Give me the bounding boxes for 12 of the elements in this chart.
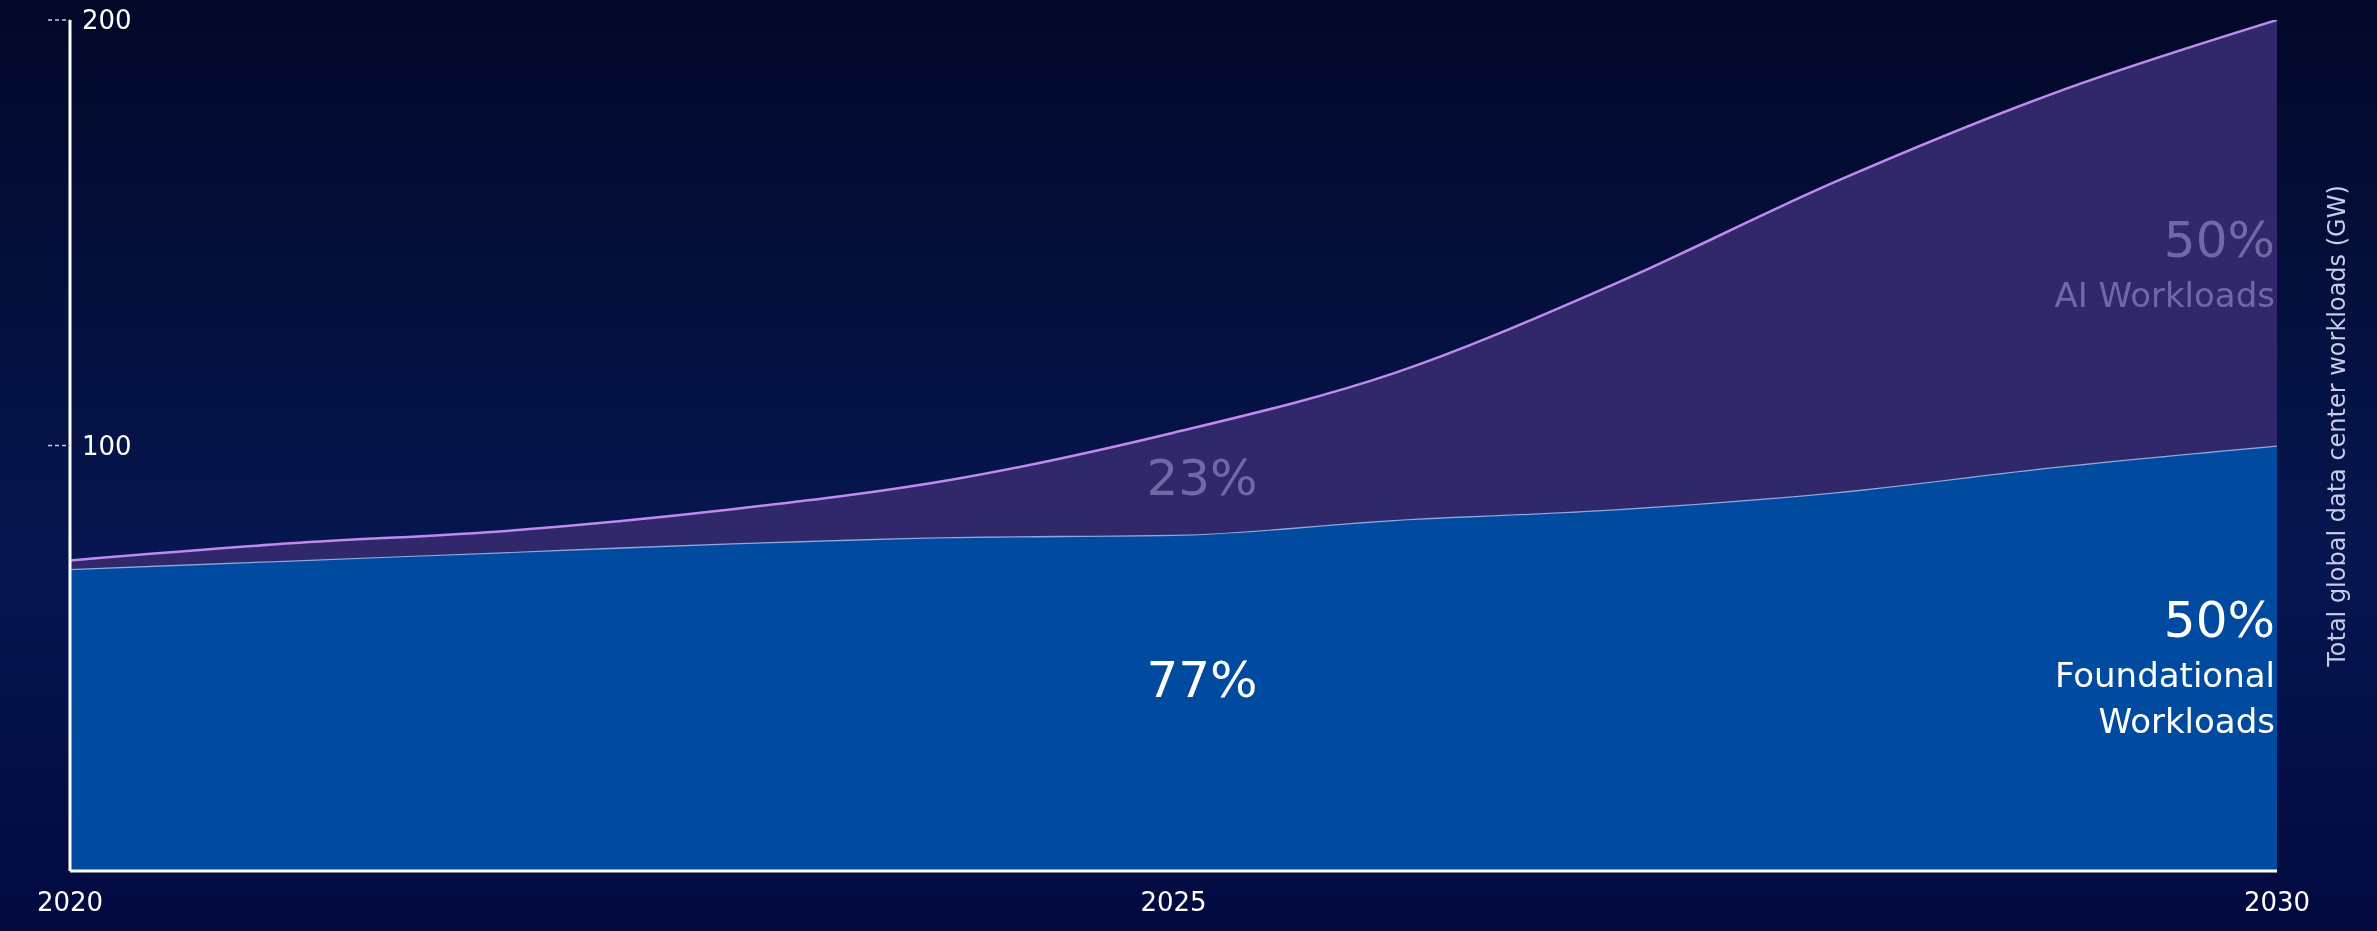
annotation: 77% [1145, 650, 1259, 711]
annotation: 50% [2162, 210, 2275, 271]
annotation: 23% [1145, 448, 1259, 509]
x-tick-label: 2020 [36, 887, 104, 918]
series-label: Foundational Workloads [2053, 654, 2275, 743]
y-axis-title: Total global data center workloads (GW) [2323, 184, 2351, 667]
x-tick-label: 2030 [2243, 887, 2311, 918]
annotation: 50% [2162, 590, 2275, 651]
y-tick-label: 100 [82, 430, 132, 461]
y-tick-label: 200 [82, 5, 132, 35]
series-label: AI Workloads [2053, 274, 2275, 317]
x-tick-label: 2025 [1140, 887, 1207, 918]
